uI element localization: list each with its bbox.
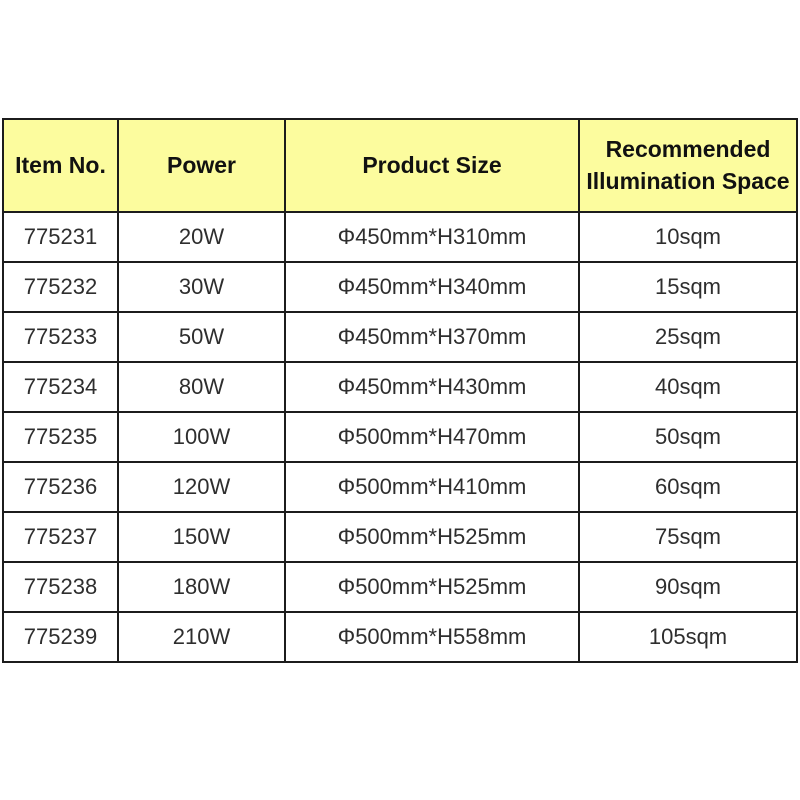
cell-power: 180W — [117, 561, 286, 613]
table-row: 775234 80W Φ450mm*H430mm 40sqm — [2, 361, 798, 413]
cell-power: 120W — [117, 461, 286, 513]
column-header-product-size: Product Size — [284, 118, 580, 213]
cell-product-size: Φ500mm*H410mm — [284, 461, 580, 513]
table-row: 775239 210W Φ500mm*H558mm 105sqm — [2, 611, 798, 663]
cell-illumination-space: 25sqm — [578, 311, 798, 363]
cell-power: 30W — [117, 261, 286, 313]
cell-item-no: 775237 — [2, 511, 119, 563]
table-header: Item No. Power Product Size Recommended … — [2, 118, 798, 213]
cell-illumination-space: 15sqm — [578, 261, 798, 313]
cell-power: 210W — [117, 611, 286, 663]
cell-illumination-space: 90sqm — [578, 561, 798, 613]
cell-item-no: 775239 — [2, 611, 119, 663]
table-row: 775236 120W Φ500mm*H410mm 60sqm — [2, 461, 798, 513]
table-row: 775237 150W Φ500mm*H525mm 75sqm — [2, 511, 798, 563]
table-row: 775238 180W Φ500mm*H525mm 90sqm — [2, 561, 798, 613]
cell-power: 80W — [117, 361, 286, 413]
cell-item-no: 775233 — [2, 311, 119, 363]
cell-product-size: Φ500mm*H525mm — [284, 511, 580, 563]
header-row: Item No. Power Product Size Recommended … — [2, 118, 798, 213]
cell-item-no: 775232 — [2, 261, 119, 313]
cell-illumination-space: 75sqm — [578, 511, 798, 563]
table-row: 775233 50W Φ450mm*H370mm 25sqm — [2, 311, 798, 363]
cell-item-no: 775231 — [2, 211, 119, 263]
cell-power: 50W — [117, 311, 286, 363]
cell-item-no: 775235 — [2, 411, 119, 463]
table-body: 775231 20W Φ450mm*H310mm 10sqm 775232 30… — [2, 211, 798, 663]
cell-product-size: Φ450mm*H310mm — [284, 211, 580, 263]
cell-power: 20W — [117, 211, 286, 263]
cell-illumination-space: 10sqm — [578, 211, 798, 263]
cell-product-size: Φ500mm*H525mm — [284, 561, 580, 613]
cell-illumination-space: 40sqm — [578, 361, 798, 413]
cell-power: 100W — [117, 411, 286, 463]
column-header-illumination-space: Recommended Illumination Space — [578, 118, 798, 213]
cell-item-no: 775238 — [2, 561, 119, 613]
cell-product-size: Φ450mm*H340mm — [284, 261, 580, 313]
product-spec-table-container: Item No. Power Product Size Recommended … — [2, 118, 798, 663]
cell-product-size: Φ500mm*H558mm — [284, 611, 580, 663]
cell-item-no: 775234 — [2, 361, 119, 413]
cell-illumination-space: 60sqm — [578, 461, 798, 513]
table-row: 775235 100W Φ500mm*H470mm 50sqm — [2, 411, 798, 463]
cell-product-size: Φ450mm*H370mm — [284, 311, 580, 363]
cell-product-size: Φ450mm*H430mm — [284, 361, 580, 413]
column-header-power: Power — [117, 118, 286, 213]
cell-power: 150W — [117, 511, 286, 563]
table-row: 775232 30W Φ450mm*H340mm 15sqm — [2, 261, 798, 313]
cell-illumination-space: 50sqm — [578, 411, 798, 463]
cell-product-size: Φ500mm*H470mm — [284, 411, 580, 463]
product-spec-table: Item No. Power Product Size Recommended … — [2, 118, 798, 663]
cell-item-no: 775236 — [2, 461, 119, 513]
table-row: 775231 20W Φ450mm*H310mm 10sqm — [2, 211, 798, 263]
cell-illumination-space: 105sqm — [578, 611, 798, 663]
column-header-item-no: Item No. — [2, 118, 119, 213]
